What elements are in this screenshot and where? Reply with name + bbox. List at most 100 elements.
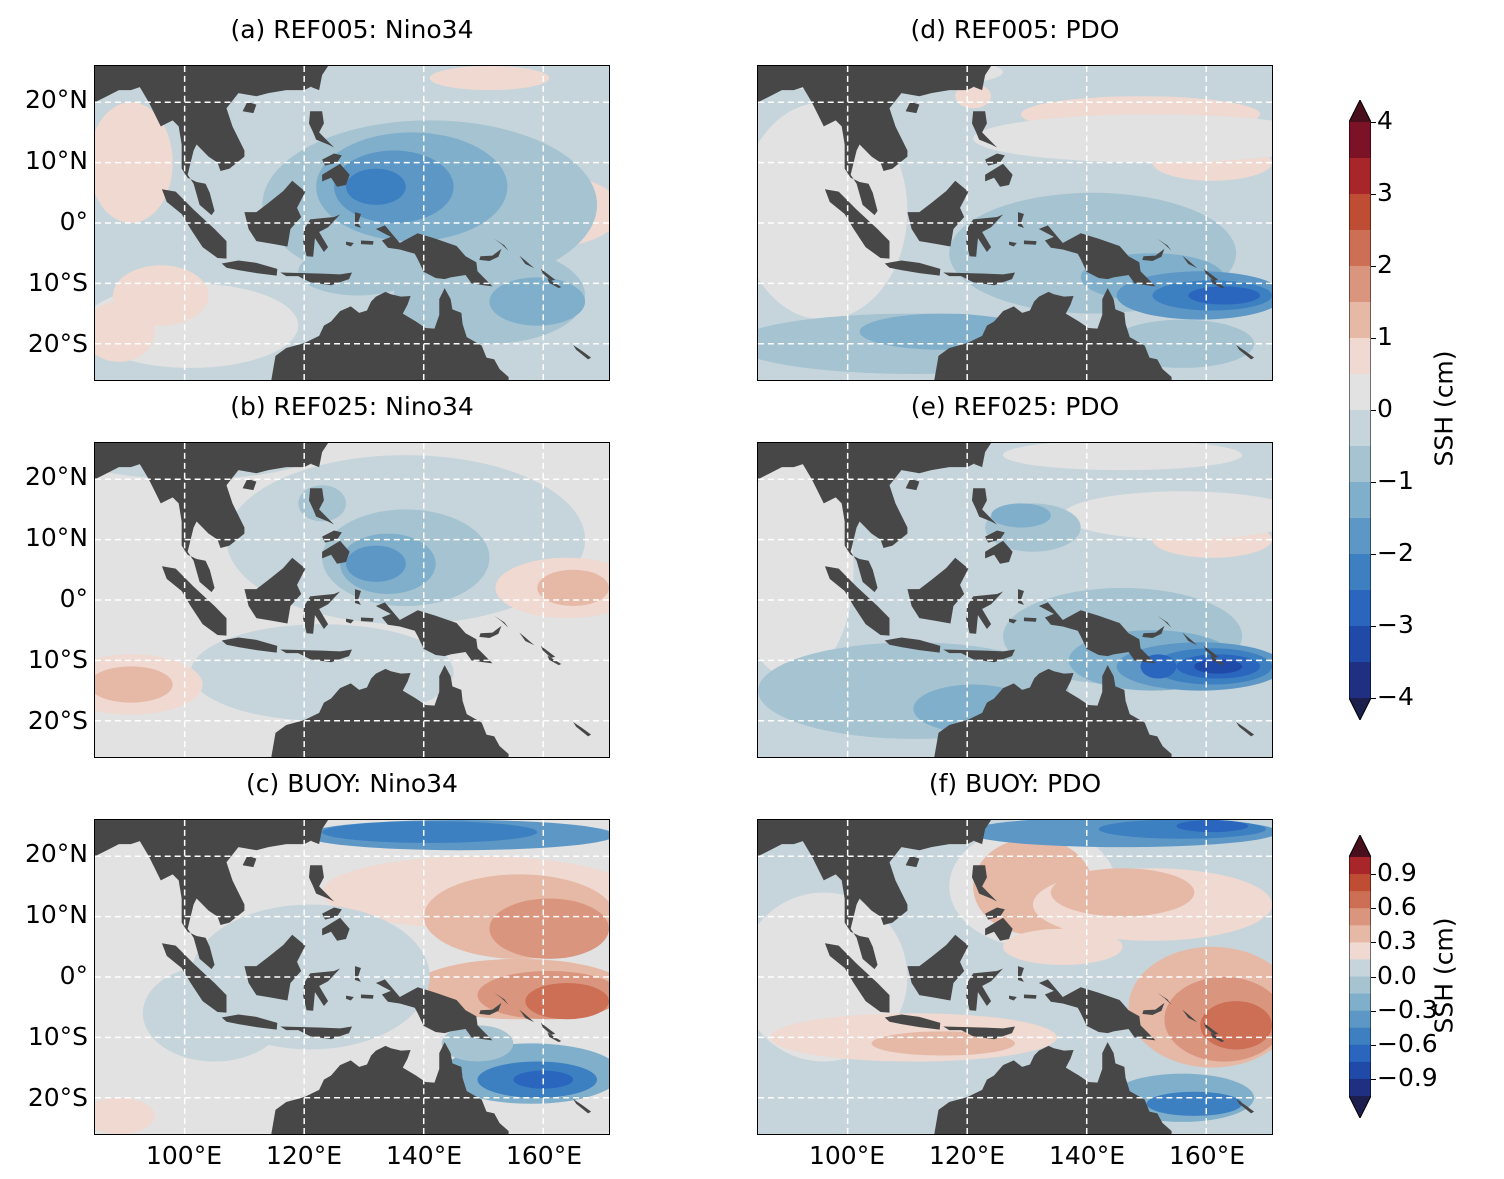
- colorbar-bin: [1349, 959, 1371, 977]
- map-panel-b: [94, 442, 610, 758]
- latitude-tick-label: 10°S: [27, 267, 88, 297]
- land-mass: [758, 66, 992, 216]
- ssh-anomaly-contour: [489, 898, 609, 959]
- colorbar-bin: [1349, 908, 1371, 926]
- land-mass: [280, 272, 352, 286]
- latitude-tick-label: 20°N: [24, 85, 88, 115]
- land-mass: [573, 722, 592, 737]
- colorbar-tick-label: 3: [1377, 178, 1393, 207]
- colorbar-tick-mark: [1371, 698, 1376, 699]
- land-mass: [271, 1042, 509, 1134]
- ssh-anomaly-contour: [441, 1025, 514, 1062]
- land-mass: [244, 557, 306, 624]
- ssh-anomaly-contour: [991, 503, 1051, 528]
- colorbar-bin: [1349, 925, 1371, 943]
- latitude-tick-label: 0°: [59, 961, 88, 990]
- colorbar-extend-max: [1349, 100, 1371, 122]
- ssh-anomaly-contour: [537, 569, 609, 607]
- colorbar-bin: [1349, 1027, 1371, 1046]
- colorbar-tick-mark: [1371, 338, 1376, 339]
- land-mass: [824, 189, 890, 259]
- land-mass: [280, 1026, 352, 1040]
- ssh-anomaly-contour: [1188, 286, 1261, 305]
- land-mass: [974, 70, 986, 91]
- land-mass: [934, 1042, 1172, 1134]
- ssh-anomaly-contour: [429, 66, 550, 91]
- colorbar-tick-label: −4: [1377, 682, 1414, 711]
- colorbar-extend-min: [1349, 698, 1371, 720]
- land-mass: [824, 943, 890, 1013]
- land-mass: [308, 865, 335, 902]
- land-mass: [1236, 722, 1255, 737]
- land-mass: [242, 855, 257, 868]
- ssh-anomaly-contour: [346, 168, 406, 205]
- land-mass: [242, 478, 257, 491]
- map-panel-c: [94, 819, 610, 1135]
- latitude-tick-label: 20°N: [24, 462, 88, 492]
- land-mass: [1182, 1009, 1198, 1023]
- land-mass: [302, 591, 341, 634]
- ssh-anomaly-contour: [489, 277, 586, 326]
- map-panel-d: [757, 65, 1273, 381]
- colorbar-bin: [1349, 1078, 1371, 1097]
- colorbar-tick-label: 0.9: [1377, 858, 1417, 888]
- map-panel-a: [94, 65, 610, 381]
- land-mass: [1017, 589, 1024, 605]
- colorbar-extend-max: [1349, 835, 1371, 857]
- colorbar-extend-min: [1349, 1096, 1371, 1118]
- colorbar-bin: [1349, 590, 1371, 627]
- latitude-tick-label: 10°S: [27, 1021, 88, 1051]
- land-mass: [934, 665, 1172, 757]
- land-mass: [1182, 632, 1198, 646]
- ssh-anomaly-contour: [1050, 868, 1195, 917]
- land-mass: [302, 214, 341, 257]
- panel-title: (e) REF025: PDO: [910, 392, 1120, 421]
- land-mass: [161, 189, 227, 259]
- land-mass: [322, 540, 350, 564]
- land-mass: [311, 824, 323, 845]
- colorbar-tick-label: −0.6: [1377, 1028, 1438, 1058]
- land-mass: [971, 111, 998, 148]
- land-mass: [375, 225, 493, 287]
- land-mass: [271, 288, 509, 380]
- ssh-anomaly-contour: [322, 821, 538, 843]
- ssh-anomaly-contour: [525, 983, 609, 1020]
- latitude-tick-label: 0°: [59, 584, 88, 613]
- land-mass: [1017, 212, 1024, 228]
- land-mass: [354, 966, 361, 982]
- panel-title: (b) REF025: Nino34: [230, 392, 474, 421]
- ssh-anomaly-contour: [1176, 820, 1249, 833]
- map-svg: [758, 820, 1272, 1134]
- land-mass: [943, 272, 1015, 286]
- land-mass: [1142, 1002, 1165, 1016]
- map-svg: [95, 820, 609, 1134]
- land-mass: [1203, 268, 1219, 281]
- colorbar-bin: [1349, 482, 1371, 519]
- latitude-tick-label: 10°S: [27, 644, 88, 674]
- ssh-anomaly-contour: [95, 102, 173, 223]
- land-mass: [322, 163, 350, 187]
- colorbar-bin: [1349, 993, 1371, 1012]
- colorbar-bin: [1349, 374, 1371, 411]
- land-mass: [354, 589, 361, 605]
- map-svg: [758, 443, 1272, 757]
- land-mass: [1182, 255, 1198, 269]
- land-mass: [311, 447, 323, 468]
- colorbar-tick-mark: [1371, 266, 1376, 267]
- colorbar-label: SSH (cm): [1429, 916, 1459, 1034]
- colorbar-bin: [1349, 662, 1371, 699]
- colorbar-bin: [1349, 338, 1371, 375]
- land-mass: [1142, 248, 1165, 262]
- land-mass: [907, 180, 969, 247]
- latitude-tick-label: 10°N: [24, 146, 88, 176]
- colorbar-tick-label: 0.6: [1377, 892, 1417, 922]
- longitude-tick-label: 120°E: [265, 1141, 342, 1170]
- colorbar-bin: [1349, 122, 1371, 159]
- colorbar-bin: [1349, 891, 1371, 909]
- land-mass: [1023, 240, 1037, 245]
- map-svg: [95, 66, 609, 380]
- latitude-tick-label: 20°S: [27, 1082, 88, 1112]
- land-mass: [884, 1014, 941, 1030]
- colorbar-tick-label: −0.9: [1377, 1062, 1438, 1092]
- land-mass: [221, 260, 278, 276]
